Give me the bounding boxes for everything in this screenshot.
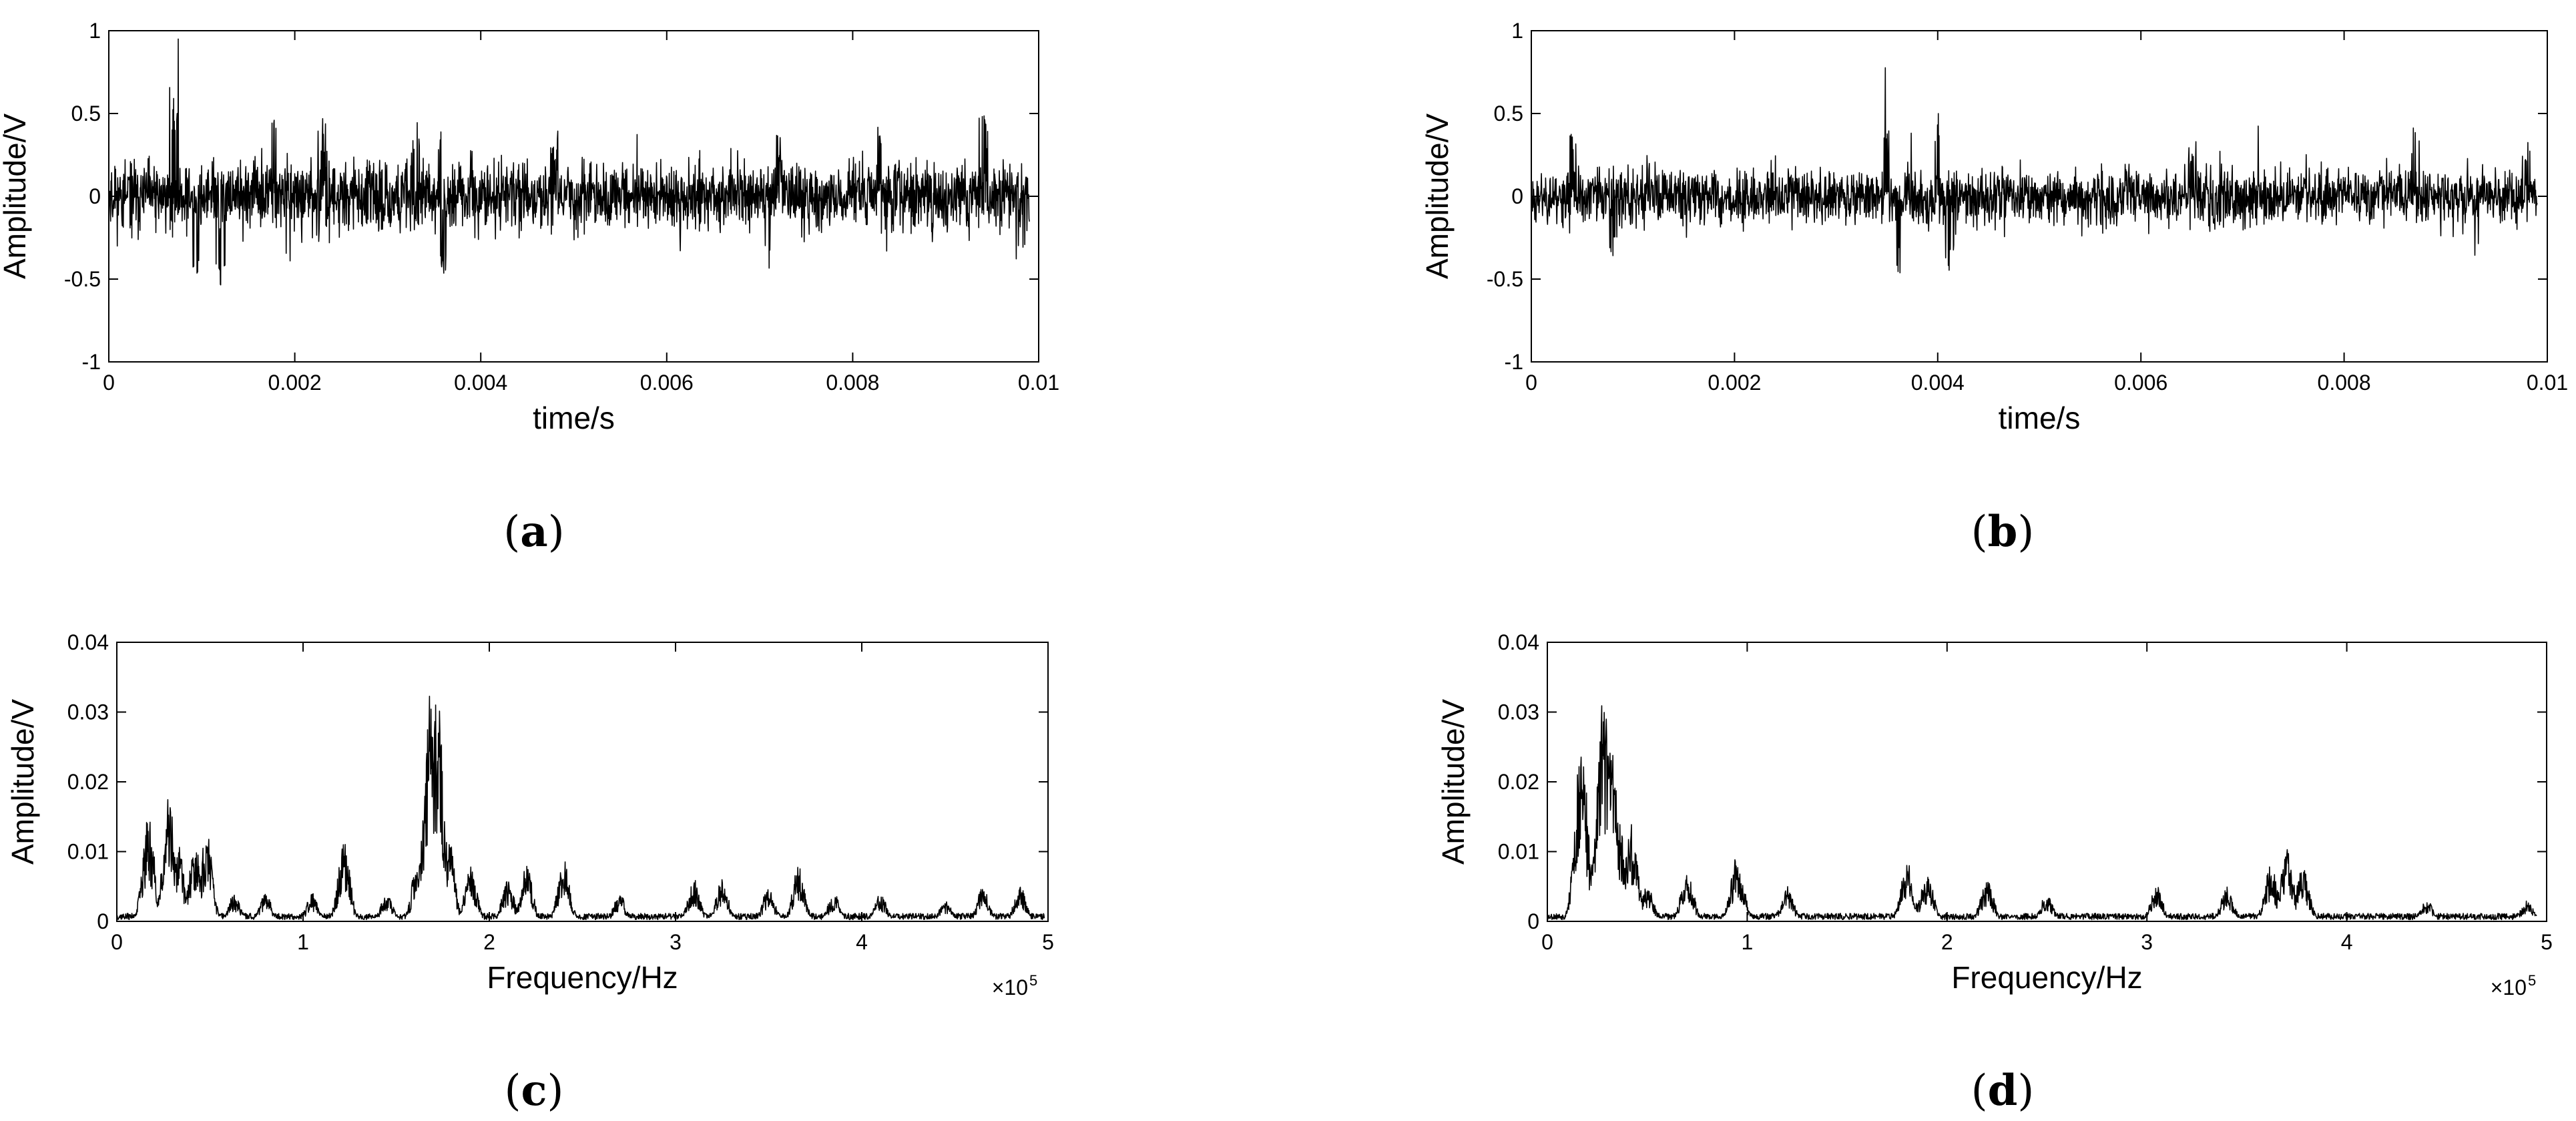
panel-c: 0 1 2 3 4 5 0 0.01 0.02 0.03 0.04 Frequency/Hz Ampli… [5, 630, 1054, 1116]
panel-d-ytick-label: 0 [1527, 909, 1539, 933]
panel-b-ylabel: Amplitude/V [1420, 114, 1455, 279]
panel-d-ytick-label: 0.01 [1498, 840, 1539, 864]
panel-d-xtick-label: 3 [2141, 930, 2153, 954]
panel-a: 0 0.002 0.004 0.006 0.008 0.01 -1 -0.5 0 0.5 1 time… [0, 19, 1059, 557]
panel-c-xtick-label: 2 [483, 930, 495, 954]
panel-d-ytick-label: 0.02 [1498, 770, 1539, 794]
panel-b-ytick-label: 1 [1511, 19, 1523, 43]
panel-b-ytick-label: -0.5 [1487, 267, 1523, 291]
panel-b-xtick-label: 0.01 [2527, 371, 2568, 395]
panel-b: 0 0.002 0.004 0.006 0.008 0.01 -1 -0.5 0 0.5 1 time… [1420, 19, 2568, 557]
panel-d-ylabel: Amplitude/V [1436, 699, 1471, 865]
panel-d-caption: (d) [1971, 1066, 2035, 1116]
panel-d-xlabel: Frequency/Hz [1951, 960, 2142, 995]
panel-c-ytick-label: 0.04 [67, 630, 109, 654]
panel-c-xtick-label: 1 [297, 930, 309, 954]
panel-a-xtick-label: 0 [103, 371, 115, 395]
panel-d: 0 1 2 3 4 5 0 0.01 0.02 0.03 0.04 Frequency/Hz Ampli… [1436, 630, 2553, 1116]
panel-a-ytick-label: -1 [82, 350, 101, 374]
panel-d-xtick-label: 1 [1742, 930, 1754, 954]
panel-b-ytick-label: -1 [1505, 350, 1523, 374]
panel-a-ytick-label: 1 [89, 19, 101, 43]
panel-c-xtick-label: 4 [856, 930, 868, 954]
panel-b-xtick-label: 0.004 [1911, 371, 1965, 395]
panel-b-caption: (b) [1971, 507, 2035, 557]
panel-c-xtick-label: 3 [670, 930, 682, 954]
panel-a-series-line [108, 38, 1030, 286]
panel-b-ytick-label: 0 [1511, 184, 1523, 208]
panel-d-ytick-label: 0.04 [1498, 630, 1539, 654]
panel-c-x-exponent: ×10 [992, 975, 1028, 999]
panel-a-xtick-label: 0.002 [268, 371, 322, 395]
panel-c-ytick-label: 0.01 [67, 840, 109, 864]
panel-a-caption: (a) [503, 507, 564, 557]
panel-a-ytick-label: -0.5 [64, 267, 101, 291]
panel-b-xtick-label: 0 [1525, 371, 1537, 395]
panel-c-caption: (c) [505, 1066, 564, 1116]
panel-a-xtick-label: 0.006 [640, 371, 694, 395]
panel-c-ytick-label: 0.03 [67, 700, 109, 724]
panel-a-xtick-label: 0.008 [826, 371, 879, 395]
panel-b-ytick-label: 0.5 [1494, 101, 1523, 126]
panel-b-xtick-label: 0.006 [2114, 371, 2167, 395]
panel-b-xlabel: time/s [1999, 401, 2081, 435]
panel-c-xlabel: Frequency/Hz [487, 960, 678, 995]
panel-a-ylabel: Amplitude/V [0, 114, 32, 279]
panel-d-x-exponent-power: 5 [2528, 972, 2536, 989]
panel-d-xtick-label: 4 [2341, 930, 2353, 954]
panel-b-xtick-label: 0.002 [1708, 371, 1761, 395]
panel-d-ytick-label: 0.03 [1498, 700, 1539, 724]
panel-c-ytick-label: 0 [97, 909, 109, 933]
panel-a-xlabel: time/s [533, 401, 615, 435]
panel-c-ylabel: Amplitude/V [5, 699, 40, 865]
panel-d-xtick-label: 5 [2541, 930, 2553, 954]
panel-a-xtick-label: 0.01 [1018, 371, 1059, 395]
panel-c-xtick-label: 5 [1042, 930, 1054, 954]
panel-b-series-line [1531, 67, 2538, 274]
panel-d-xtick-label: 0 [1541, 930, 1553, 954]
panel-c-ytick-label: 0.02 [67, 770, 109, 794]
panel-c-xtick-label: 0 [111, 930, 123, 954]
panel-a-ytick-label: 0.5 [71, 101, 101, 126]
panel-c-x-exponent-power: 5 [1029, 972, 1037, 989]
panel-b-xtick-label: 0.008 [2318, 371, 2371, 395]
panel-d-xtick-label: 2 [1941, 930, 1953, 954]
panel-a-ytick-label: 0 [89, 184, 101, 208]
panel-d-series-line [1547, 705, 2537, 921]
panel-c-series-line [116, 696, 1045, 921]
panel-d-x-exponent: ×10 [2491, 975, 2527, 999]
panel-a-xtick-label: 0.004 [454, 371, 507, 395]
